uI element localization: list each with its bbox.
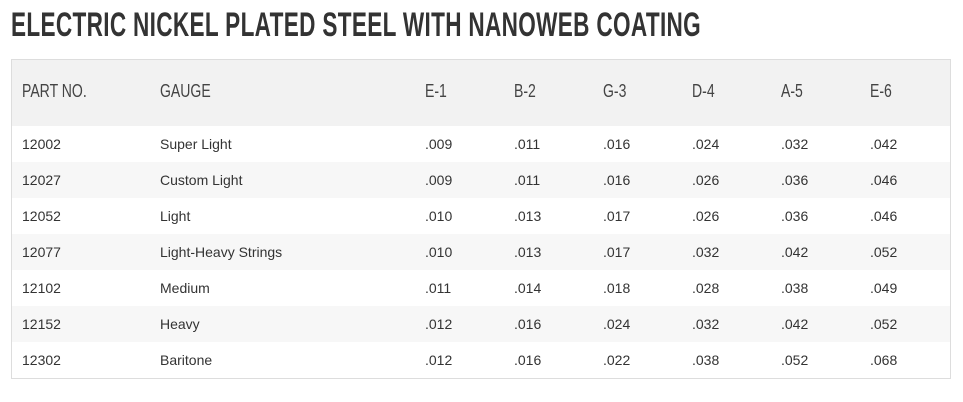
string-gauge: .026 xyxy=(692,208,720,224)
header-row: PART NO. GAUGE E-1 B-2 G-3 D-4 A-5 E-6 xyxy=(12,60,950,126)
column-header: GAUGE xyxy=(160,81,211,101)
string-gauge: .016 xyxy=(514,316,542,332)
string-gauge: .068 xyxy=(870,352,898,368)
part-number: 12052 xyxy=(22,208,61,224)
string-gauge: .011 xyxy=(514,136,541,152)
string-gauge: .052 xyxy=(870,244,898,260)
string-gauge: .052 xyxy=(781,352,809,368)
string-gauge: .032 xyxy=(692,316,720,332)
table-row: 12052 Light .010 .013 .017 .026 .036 .046 xyxy=(12,198,950,234)
string-gauge: .024 xyxy=(603,316,631,332)
string-gauge: .049 xyxy=(870,280,898,296)
string-gauge: .046 xyxy=(870,172,898,188)
column-header: B-2 xyxy=(514,81,536,101)
string-gauge: .011 xyxy=(425,280,452,296)
string-gauge: .022 xyxy=(603,352,631,368)
part-number: 12152 xyxy=(22,316,61,332)
string-gauge: .018 xyxy=(603,280,631,296)
string-gauge: .052 xyxy=(870,316,898,332)
column-header: A-5 xyxy=(781,81,803,101)
string-gauge: .013 xyxy=(514,244,542,260)
string-gauge: .046 xyxy=(870,208,898,224)
gauge-name: Custom Light xyxy=(160,172,243,188)
string-gauge: .032 xyxy=(692,244,720,260)
column-header: E-6 xyxy=(870,81,892,101)
string-gauge: .042 xyxy=(781,316,809,332)
string-gauge: .024 xyxy=(692,136,720,152)
column-header: PART NO. xyxy=(22,81,87,101)
table-row: 12152 Heavy .012 .016 .024 .032 .042 .052 xyxy=(12,306,950,342)
gauge-name: Light-Heavy Strings xyxy=(160,244,283,260)
part-number: 12302 xyxy=(22,352,61,368)
strings-table: PART NO. GAUGE E-1 B-2 G-3 D-4 A-5 E-6 12002 Supe… xyxy=(11,59,951,379)
part-number: 12002 xyxy=(22,136,61,152)
gauge-name: Baritone xyxy=(160,352,213,368)
part-number: 12102 xyxy=(22,280,61,296)
string-gauge: .032 xyxy=(781,136,809,152)
string-gauge: .014 xyxy=(514,280,542,296)
table-row: 12002 Super Light .009 .011 .016 .024 .032 .042 xyxy=(12,126,950,162)
page-title: ELECTRIC NICKEL PLATED STEEL WITH NANOWE… xyxy=(11,6,702,44)
string-gauge: .026 xyxy=(692,172,720,188)
string-gauge: .017 xyxy=(603,208,631,224)
string-gauge: .042 xyxy=(870,136,898,152)
column-header: D-4 xyxy=(692,81,715,101)
string-gauge: .012 xyxy=(425,352,453,368)
string-gauge: .016 xyxy=(603,172,631,188)
string-gauge: .012 xyxy=(425,316,453,332)
table-row: 12027 Custom Light .009 .011 .016 .026 .036 .04… xyxy=(12,162,950,198)
string-gauge: .013 xyxy=(514,208,542,224)
gauge-name: Medium xyxy=(160,280,210,296)
string-gauge: .016 xyxy=(514,352,542,368)
string-gauge: .036 xyxy=(781,208,809,224)
string-gauge: .028 xyxy=(692,280,720,296)
string-gauge: .017 xyxy=(603,244,631,260)
string-gauge: .038 xyxy=(781,280,809,296)
column-header: G-3 xyxy=(603,81,627,101)
string-gauge: .016 xyxy=(603,136,631,152)
column-header: E-1 xyxy=(425,81,447,101)
string-gauge: .042 xyxy=(781,244,809,260)
table-row: 12102 Medium .011 .014 .018 .028 .038 .049 xyxy=(12,270,950,306)
gauge-name: Super Light xyxy=(160,136,232,152)
table-row: 12302 Baritone .012 .016 .022 .038 .052 .068 xyxy=(12,342,950,378)
string-gauge: .009 xyxy=(425,172,453,188)
string-gauge: .010 xyxy=(425,208,453,224)
gauge-name: Heavy xyxy=(160,316,200,332)
string-gauge: .009 xyxy=(425,136,453,152)
table-row: 12077 Light-Heavy Strings .010 .013 .017 .032… xyxy=(12,234,950,270)
part-number: 12077 xyxy=(22,244,61,260)
string-gauge: .010 xyxy=(425,244,453,260)
gauge-name: Light xyxy=(160,208,191,224)
string-gauge: .038 xyxy=(692,352,720,368)
string-gauge: .036 xyxy=(781,172,809,188)
string-gauge: .011 xyxy=(514,172,541,188)
part-number: 12027 xyxy=(22,172,61,188)
